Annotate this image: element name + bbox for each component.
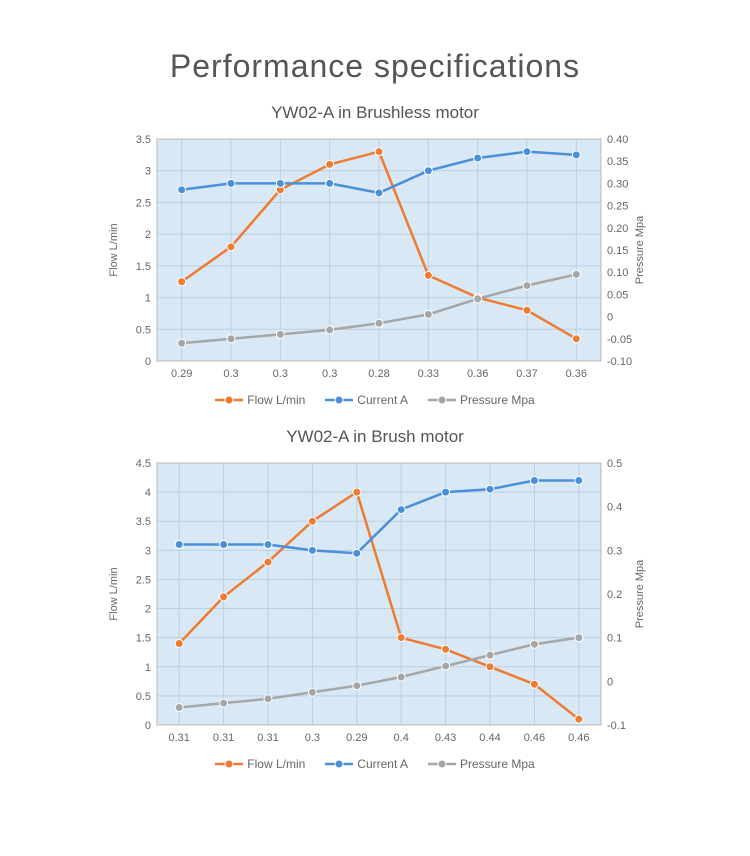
svg-text:0.20: 0.20 <box>607 223 628 235</box>
svg-text:1.5: 1.5 <box>136 261 151 273</box>
svg-text:0.3: 0.3 <box>273 368 288 380</box>
svg-text:1: 1 <box>145 293 151 305</box>
legend-item: Flow L/min <box>215 393 305 407</box>
svg-text:0: 0 <box>145 356 151 368</box>
svg-text:0.2: 0.2 <box>607 589 622 601</box>
svg-text:4: 4 <box>145 487 151 499</box>
svg-text:0.5: 0.5 <box>607 458 622 470</box>
legend-item: Current A <box>325 757 408 771</box>
legend-row: Flow L/min Current A Pressure Mpa <box>95 757 655 773</box>
legend-swatch <box>325 758 353 770</box>
svg-text:1.5: 1.5 <box>136 633 151 645</box>
svg-text:3.5: 3.5 <box>136 516 151 528</box>
svg-text:Flow L/min: Flow L/min <box>108 567 120 620</box>
svg-text:-0.1: -0.1 <box>607 720 626 732</box>
legend-label: Flow L/min <box>247 393 305 407</box>
svg-text:0.33: 0.33 <box>418 368 439 380</box>
svg-text:0.29: 0.29 <box>346 732 367 744</box>
svg-text:0.43: 0.43 <box>435 732 456 744</box>
chart-svg-brushless: 0 0.5 1 1.5 2 2.5 3 3.5 -0.10 -0.05 0 0.05 0.10 0.15 0… <box>95 129 655 389</box>
svg-text:0.3: 0.3 <box>322 368 337 380</box>
svg-text:0.28: 0.28 <box>368 368 389 380</box>
svg-text:0.36: 0.36 <box>566 368 587 380</box>
svg-text:4.5: 4.5 <box>136 458 151 470</box>
svg-text:0: 0 <box>607 312 613 324</box>
chart-brush: YW02-A in Brush motor 0 0.5 1 1.5 2 2.5 3 3.5 4 4… <box>95 427 655 773</box>
svg-text:0.31: 0.31 <box>168 732 189 744</box>
svg-text:0.5: 0.5 <box>136 691 151 703</box>
svg-text:0.4: 0.4 <box>394 732 409 744</box>
chart-title: YW02-A in Brush motor <box>95 427 655 447</box>
svg-text:3.5: 3.5 <box>136 134 151 146</box>
svg-text:-0.10: -0.10 <box>607 356 632 368</box>
svg-text:0.10: 0.10 <box>607 267 628 279</box>
svg-text:3: 3 <box>145 545 151 557</box>
svg-text:0.35: 0.35 <box>607 156 628 168</box>
svg-text:0.30: 0.30 <box>607 178 628 190</box>
legend-item: Flow L/min <box>215 757 305 771</box>
legend-row: Flow L/min Current A Pressure Mpa <box>95 393 655 409</box>
svg-text:0: 0 <box>607 676 613 688</box>
svg-text:0.4: 0.4 <box>607 502 622 514</box>
svg-text:0.36: 0.36 <box>467 368 488 380</box>
legend-label: Pressure Mpa <box>460 757 535 771</box>
svg-text:0.29: 0.29 <box>171 368 192 380</box>
svg-text:1: 1 <box>145 662 151 674</box>
svg-text:0.44: 0.44 <box>479 732 500 744</box>
legend-item: Pressure Mpa <box>428 393 535 407</box>
svg-text:0.1: 0.1 <box>607 633 622 645</box>
chart-brushless: YW02-A in Brushless motor 0 0.5 1 1.5 2 2.5 3 3… <box>95 103 655 409</box>
legend-label: Current A <box>357 757 408 771</box>
page-title: Performance specifications <box>0 48 750 85</box>
chart-title: YW02-A in Brushless motor <box>95 103 655 123</box>
svg-text:0.3: 0.3 <box>223 368 238 380</box>
svg-text:Pressure Mpa: Pressure Mpa <box>634 559 646 628</box>
svg-text:0.15: 0.15 <box>607 245 628 257</box>
legend-swatch <box>325 394 353 406</box>
legend-label: Current A <box>357 393 408 407</box>
svg-text:0.25: 0.25 <box>607 201 628 213</box>
svg-text:0.31: 0.31 <box>213 732 234 744</box>
svg-text:3: 3 <box>145 166 151 178</box>
chart-svg-brush: 0 0.5 1 1.5 2 2.5 3 3.5 4 4.5 -0.1 0 0.1 0.2 0.3 0.4 0.5… <box>95 453 655 753</box>
legend-swatch <box>428 394 456 406</box>
svg-text:0: 0 <box>145 720 151 732</box>
legend-item: Pressure Mpa <box>428 757 535 771</box>
svg-text:Pressure Mpa: Pressure Mpa <box>634 215 646 284</box>
svg-text:2: 2 <box>145 229 151 241</box>
svg-text:0.3: 0.3 <box>305 732 320 744</box>
svg-text:2.5: 2.5 <box>136 197 151 209</box>
svg-text:2.5: 2.5 <box>136 574 151 586</box>
legend-swatch <box>215 394 243 406</box>
svg-text:0.37: 0.37 <box>516 368 537 380</box>
svg-text:0.3: 0.3 <box>607 545 622 557</box>
svg-text:2: 2 <box>145 604 151 616</box>
svg-text:0.5: 0.5 <box>136 324 151 336</box>
svg-text:Flow L/min: Flow L/min <box>108 223 120 276</box>
svg-text:0.46: 0.46 <box>524 732 545 744</box>
svg-text:0.31: 0.31 <box>257 732 278 744</box>
svg-text:0.40: 0.40 <box>607 134 628 146</box>
svg-text:0.46: 0.46 <box>568 732 589 744</box>
svg-text:0.05: 0.05 <box>607 289 628 301</box>
svg-text:-0.05: -0.05 <box>607 334 632 346</box>
legend-swatch <box>215 758 243 770</box>
legend-item: Current A <box>325 393 408 407</box>
legend-swatch <box>428 758 456 770</box>
legend-label: Pressure Mpa <box>460 393 535 407</box>
legend-label: Flow L/min <box>247 757 305 771</box>
